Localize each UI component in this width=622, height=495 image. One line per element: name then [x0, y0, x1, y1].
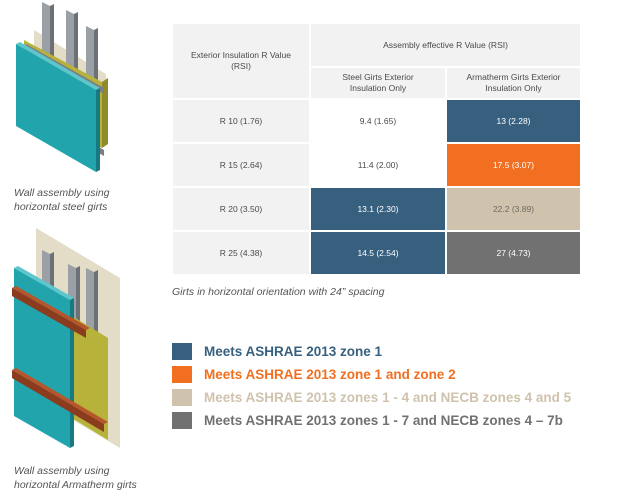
armatherm-value-cell: 27 (4.73)	[447, 232, 580, 274]
r-value-table: Exterior Insulation R Value (RSI) Assemb…	[171, 22, 582, 276]
legend-swatch	[172, 389, 192, 406]
legend-swatch	[172, 412, 192, 429]
table-footnote: Girts in horizontal orientation with 24”…	[172, 286, 385, 298]
armatherm-caption-line-2: horizontal Armatherm girts	[14, 479, 137, 491]
legend-label: Meets ASHRAE 2013 zones 1 - 7 and NECB z…	[204, 413, 563, 428]
steel-caption-line-2: horizontal steel girts	[14, 201, 108, 213]
legend-swatch	[172, 343, 192, 360]
row-label: R 20 (3.50)	[173, 188, 309, 230]
armatherm-value-cell: 22.2 (3.89)	[447, 188, 580, 230]
legend: Meets ASHRAE 2013 zone 1 Meets ASHRAE 20…	[172, 340, 571, 432]
legend-item-zone1-4: Meets ASHRAE 2013 zones 1 - 4 and NECB z…	[172, 386, 571, 409]
steel-value-cell: 11.4 (2.00)	[311, 144, 445, 186]
armatherm-value-cell: 17.5 (3.07)	[447, 144, 580, 186]
table-row: R 20 (3.50) 13.1 (2.30) 22.2 (3.89)	[173, 188, 580, 230]
legend-item-zone1: Meets ASHRAE 2013 zone 1	[172, 340, 571, 363]
steel-caption-line-1: Wall assembly using	[14, 187, 110, 199]
armatherm-girt-wall-illustration	[12, 228, 120, 448]
row-label: R 15 (2.64)	[173, 144, 309, 186]
legend-label: Meets ASHRAE 2013 zone 1 and zone 2	[204, 367, 456, 382]
legend-label: Meets ASHRAE 2013 zones 1 - 4 and NECB z…	[204, 390, 572, 405]
legend-swatch	[172, 366, 192, 383]
table-row: R 10 (1.76) 9.4 (1.65) 13 (2.28)	[173, 100, 580, 142]
armatherm-value-cell: 13 (2.28)	[447, 100, 580, 142]
steel-value-cell: 13.1 (2.30)	[311, 188, 445, 230]
group-header-assembly-effective: Assembly effective R Value (RSI)	[311, 24, 580, 66]
steel-girt-caption: Wall assembly using horizontal steel gir…	[14, 186, 110, 214]
legend-item-zone1-7: Meets ASHRAE 2013 zones 1 - 7 and NECB z…	[172, 409, 571, 432]
row-label: R 10 (1.76)	[173, 100, 309, 142]
row-label: R 25 (4.38)	[173, 232, 309, 274]
col-header-steel-girts: Steel Girts Exterior Insulation Only	[311, 68, 445, 98]
legend-label: Meets ASHRAE 2013 zone 1	[204, 344, 383, 359]
table-row: R 25 (4.38) 14.5 (2.54) 27 (4.73)	[173, 232, 580, 274]
col-header-armatherm-girts: Armatherm Girts Exterior Insulation Only	[447, 68, 580, 98]
col-header-exterior-insulation: Exterior Insulation R Value (RSI)	[173, 24, 309, 98]
armatherm-girt-caption: Wall assembly using horizontal Armatherm…	[14, 464, 137, 492]
armatherm-caption-line-1: Wall assembly using	[14, 465, 110, 477]
steel-value-cell: 9.4 (1.65)	[311, 100, 445, 142]
legend-item-zone1-2: Meets ASHRAE 2013 zone 1 and zone 2	[172, 363, 571, 386]
table-row: R 15 (2.64) 11.4 (2.00) 17.5 (3.07)	[173, 144, 580, 186]
steel-girt-wall-illustration	[16, 2, 108, 172]
steel-value-cell: 14.5 (2.54)	[311, 232, 445, 274]
